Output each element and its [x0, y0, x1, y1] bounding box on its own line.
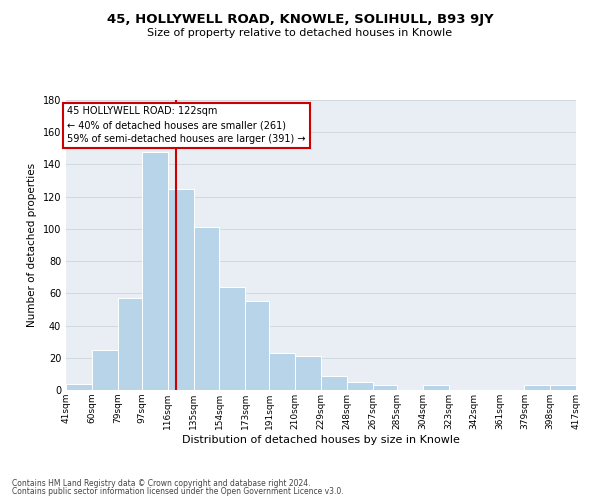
Bar — [423, 385, 449, 390]
Text: Contains public sector information licensed under the Open Government Licence v3: Contains public sector information licen… — [12, 487, 344, 496]
Text: Size of property relative to detached houses in Knowle: Size of property relative to detached ho… — [148, 28, 452, 38]
Bar — [550, 385, 576, 390]
Bar — [524, 385, 550, 390]
Bar — [66, 384, 92, 390]
Bar — [219, 287, 245, 390]
Bar — [269, 353, 295, 390]
Bar — [245, 302, 269, 390]
Bar — [92, 350, 118, 390]
Bar — [168, 188, 193, 390]
Text: Contains HM Land Registry data © Crown copyright and database right 2024.: Contains HM Land Registry data © Crown c… — [12, 478, 311, 488]
Bar — [321, 376, 347, 390]
X-axis label: Distribution of detached houses by size in Knowle: Distribution of detached houses by size … — [182, 434, 460, 444]
Bar — [295, 356, 321, 390]
Bar — [118, 298, 142, 390]
Bar — [142, 152, 168, 390]
Y-axis label: Number of detached properties: Number of detached properties — [27, 163, 37, 327]
Text: 45 HOLLYWELL ROAD: 122sqm
← 40% of detached houses are smaller (261)
59% of semi: 45 HOLLYWELL ROAD: 122sqm ← 40% of detac… — [67, 106, 306, 144]
Bar — [193, 228, 219, 390]
Text: 45, HOLLYWELL ROAD, KNOWLE, SOLIHULL, B93 9JY: 45, HOLLYWELL ROAD, KNOWLE, SOLIHULL, B9… — [107, 12, 493, 26]
Bar — [347, 382, 373, 390]
Bar — [373, 385, 397, 390]
